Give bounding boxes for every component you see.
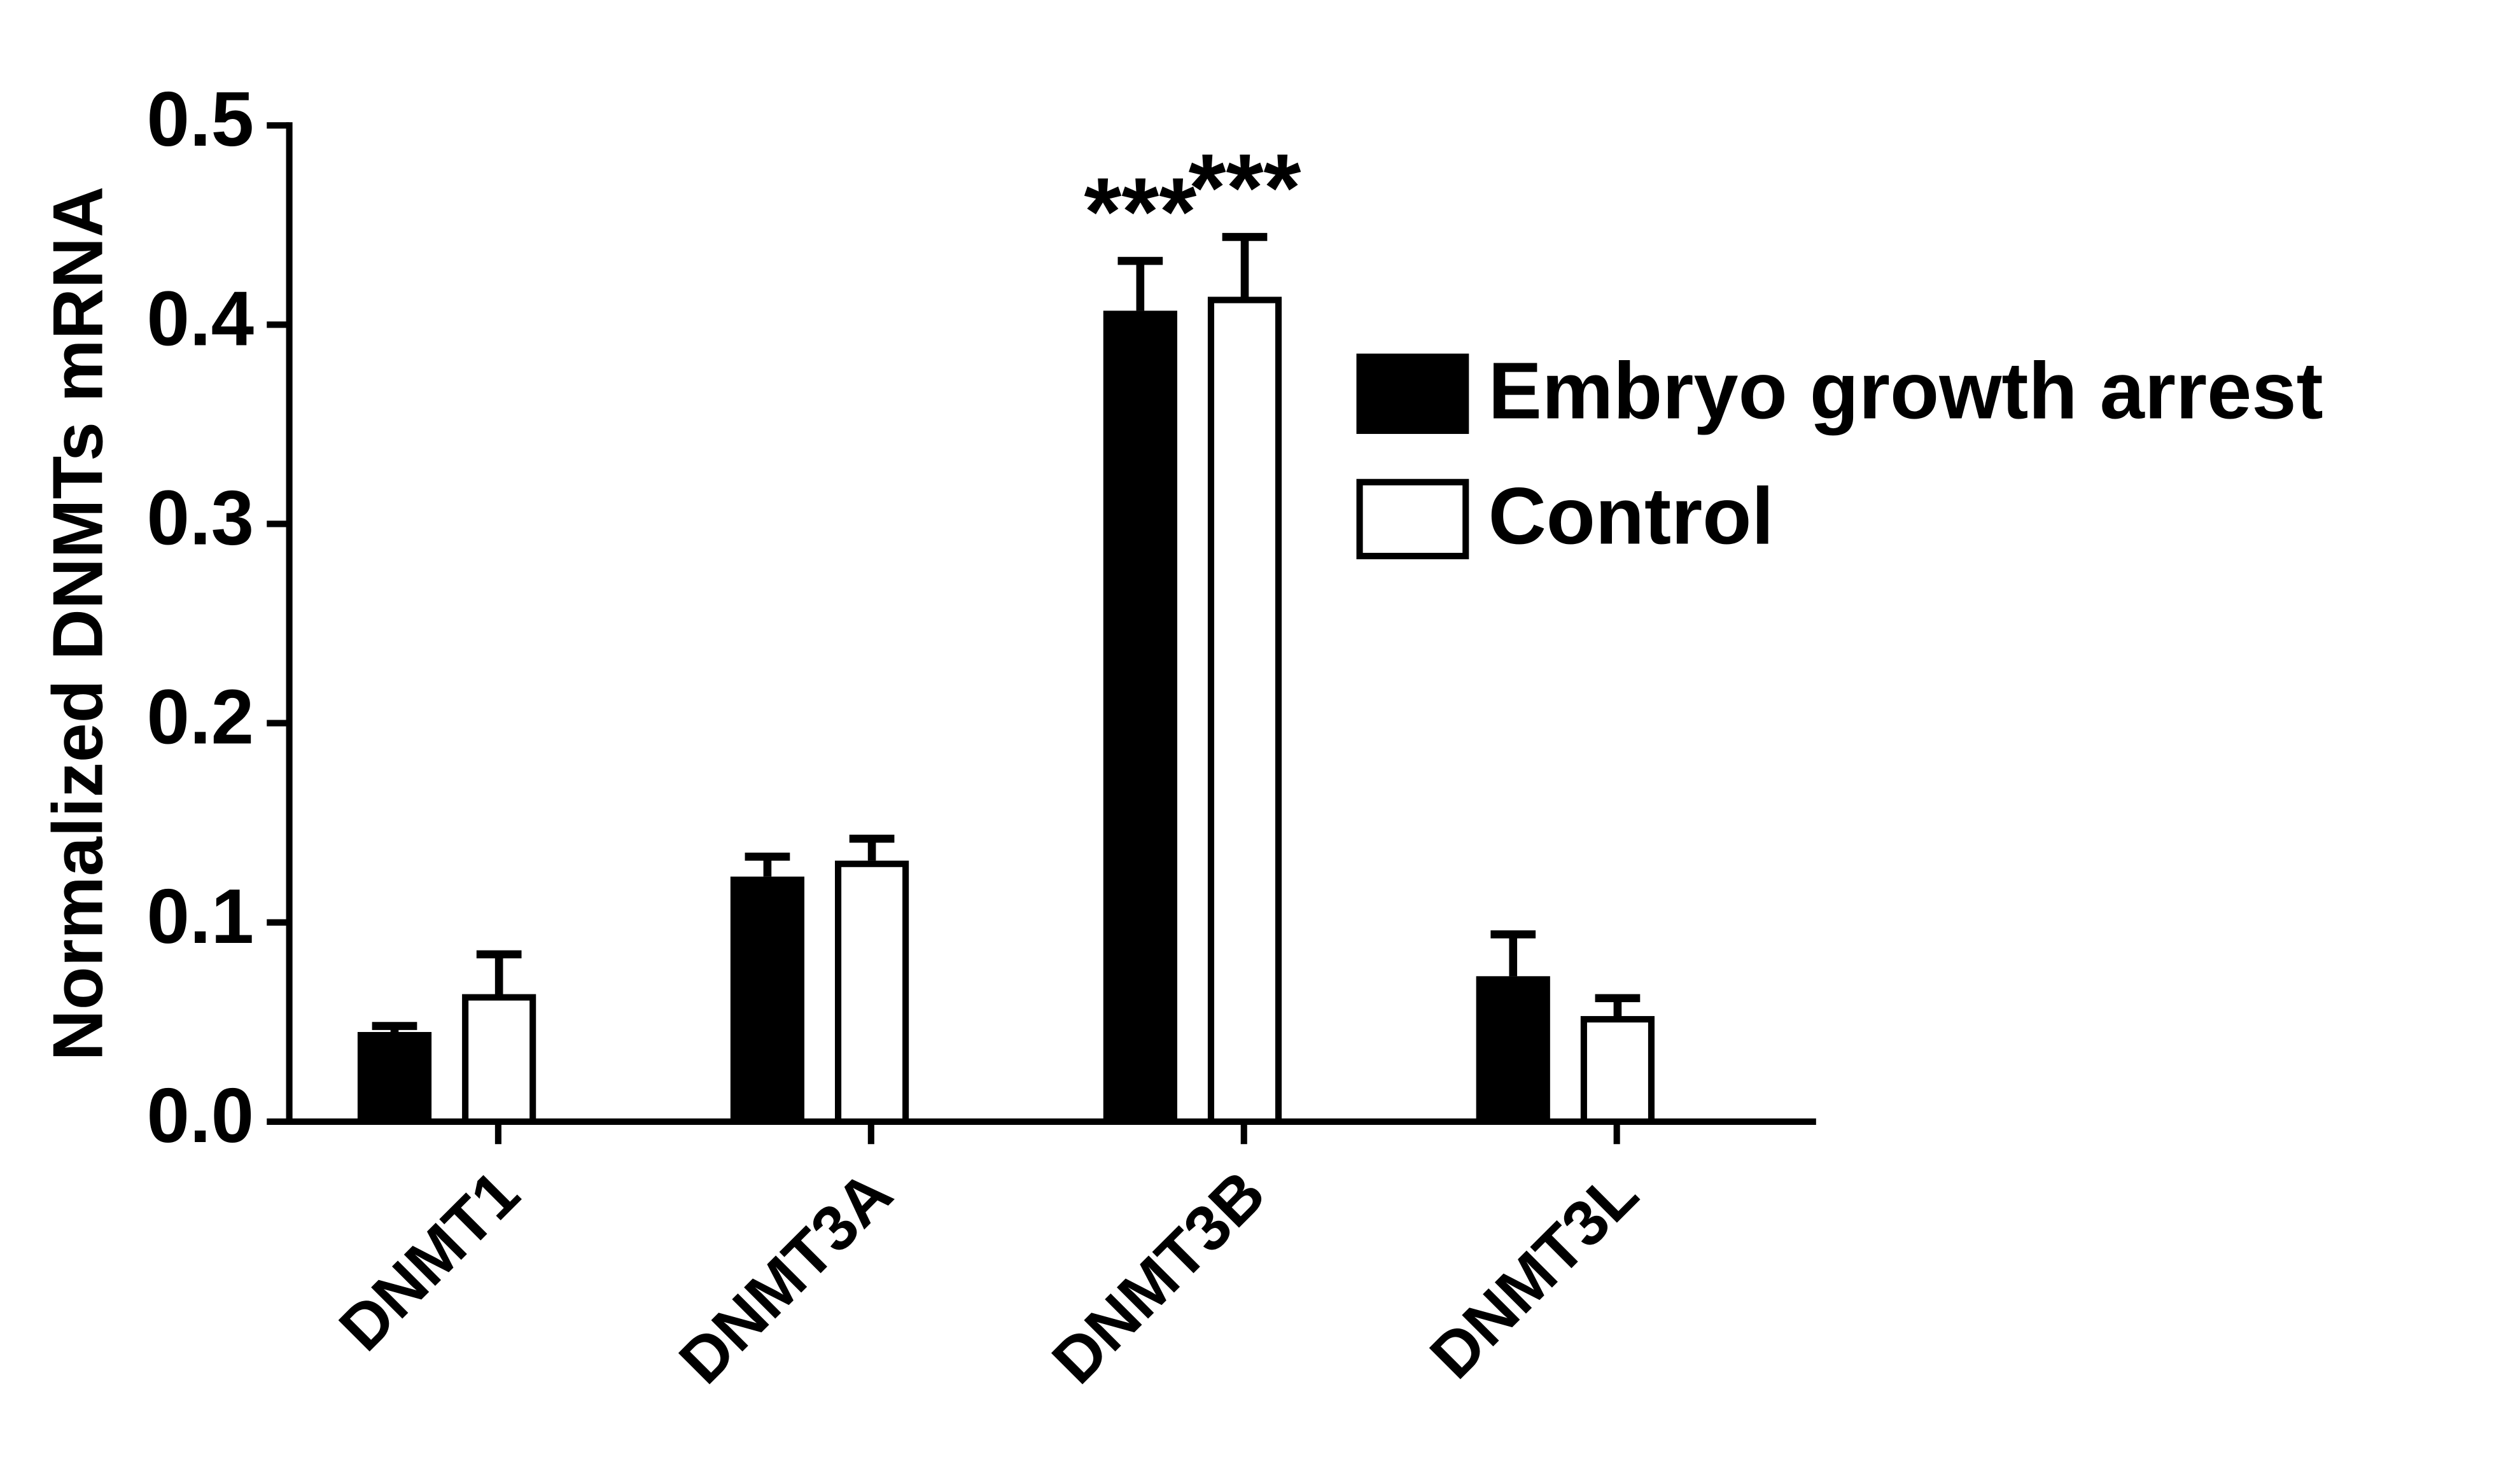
significance-label: *** [1189,134,1301,242]
x-tick-label: DNMT3A [666,1157,906,1397]
x-tick-label: DNMT3L [1417,1157,1651,1392]
legend-swatch [1356,353,1469,435]
bar [730,876,805,1125]
y-tick-label: 0.4 [147,275,255,361]
y-axis-label: Normalized DNMTs mRNA [38,186,118,1061]
significance-label: *** [1084,158,1196,266]
y-tick-label: 0.1 [147,873,255,959]
legend-swatch [1356,478,1469,560]
x-tick-label: DNMT1 [326,1157,533,1364]
bar [1207,296,1282,1125]
bar [357,1032,432,1125]
bar [1103,310,1177,1125]
bar [1580,1015,1655,1125]
legend-label: Control [1488,471,1774,561]
y-tick-label: 0.3 [147,474,255,561]
y-tick-label: 0.2 [147,674,255,760]
bar [462,994,536,1125]
bar [1476,976,1550,1125]
x-tick-label: DNMT3B [1039,1157,1279,1397]
y-tick-label: 0.0 [147,1072,255,1159]
legend-label: Embryo growth arrest [1488,345,2323,435]
y-tick-label: 0.5 [147,76,255,162]
bar [835,860,909,1125]
